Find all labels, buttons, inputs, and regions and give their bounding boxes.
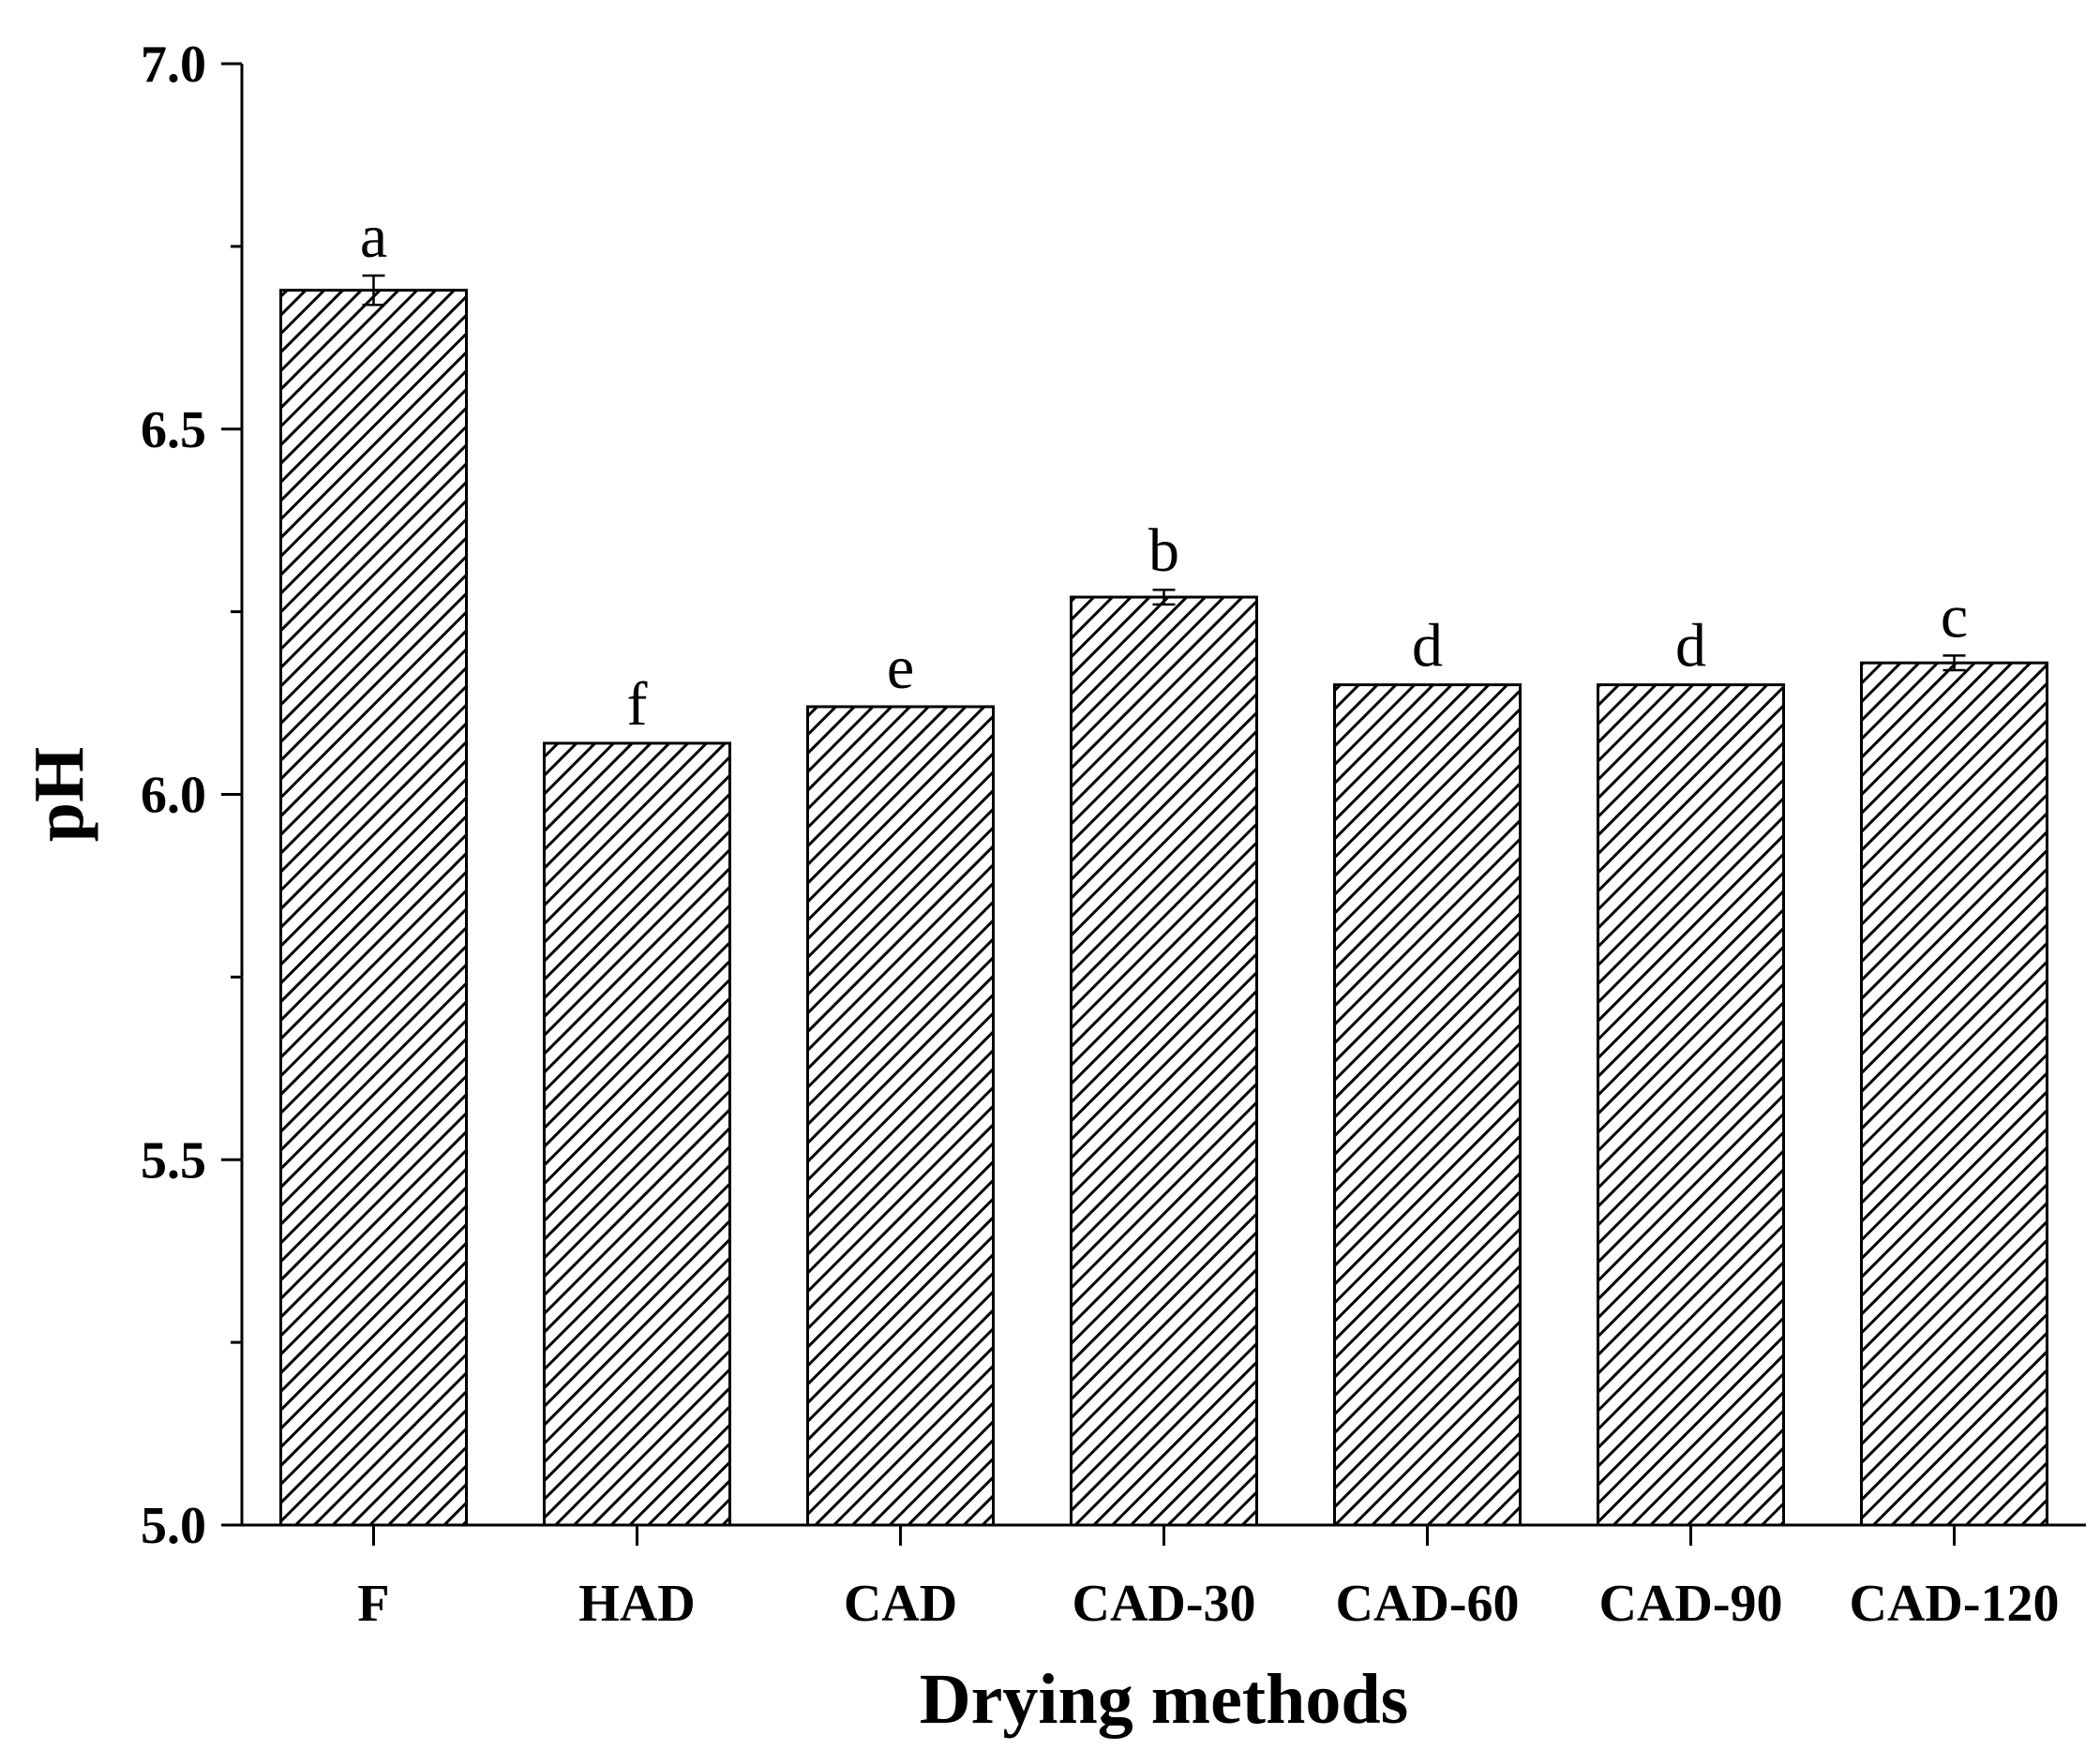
significance-letter: f [627, 670, 648, 739]
x-tick-label: F [357, 1575, 389, 1633]
significance-letter: d [1675, 612, 1706, 681]
bar-cad-90 [1597, 683, 1785, 1527]
y-tick-label: 6.5 [141, 401, 206, 459]
significance-letter: e [887, 634, 914, 702]
x-axis-label: Drying methods [920, 1660, 1408, 1739]
bar-had [543, 741, 731, 1527]
error-bar [1942, 654, 1966, 672]
bar-cad-120 [1860, 661, 2048, 1527]
y-tick-label: 6.0 [141, 767, 206, 825]
y-tick-label: 5.0 [141, 1497, 206, 1555]
error-bar [362, 274, 385, 307]
bars-layer [279, 289, 2048, 1527]
significance-letter: c [1941, 582, 1968, 651]
x-tick-label: HAD [578, 1575, 695, 1633]
x-tick-label: CAD-60 [1336, 1575, 1520, 1633]
significance-letter: d [1412, 612, 1443, 681]
y-tick-label: 5.5 [141, 1131, 206, 1189]
y-tick-label: 7.0 [141, 36, 206, 94]
y-axis-label: pH [20, 747, 98, 842]
x-tick-label: CAD-120 [1850, 1575, 2060, 1633]
x-tick-label: CAD-30 [1072, 1575, 1256, 1633]
significance-letters-layer: a f e b d d c [360, 202, 1968, 739]
bar-cad-60 [1333, 683, 1522, 1527]
error-bar [1152, 588, 1176, 606]
x-axis-ticks: F HAD CAD CAD-30 CAD-60 CAD-90 CAD-120 [357, 1525, 2059, 1633]
significance-letter: a [360, 202, 387, 271]
bar-f [279, 289, 468, 1527]
error-bars-layer [362, 274, 1966, 672]
x-tick-label: CAD-90 [1599, 1575, 1783, 1633]
y-axis-ticks: 5.0 5.5 6.0 6.5 7.0 [141, 36, 242, 1555]
x-tick-label: CAD [844, 1575, 957, 1633]
significance-letter: b [1148, 516, 1179, 585]
bar-cad-30 [1070, 595, 1258, 1527]
bar-cad [806, 705, 995, 1527]
